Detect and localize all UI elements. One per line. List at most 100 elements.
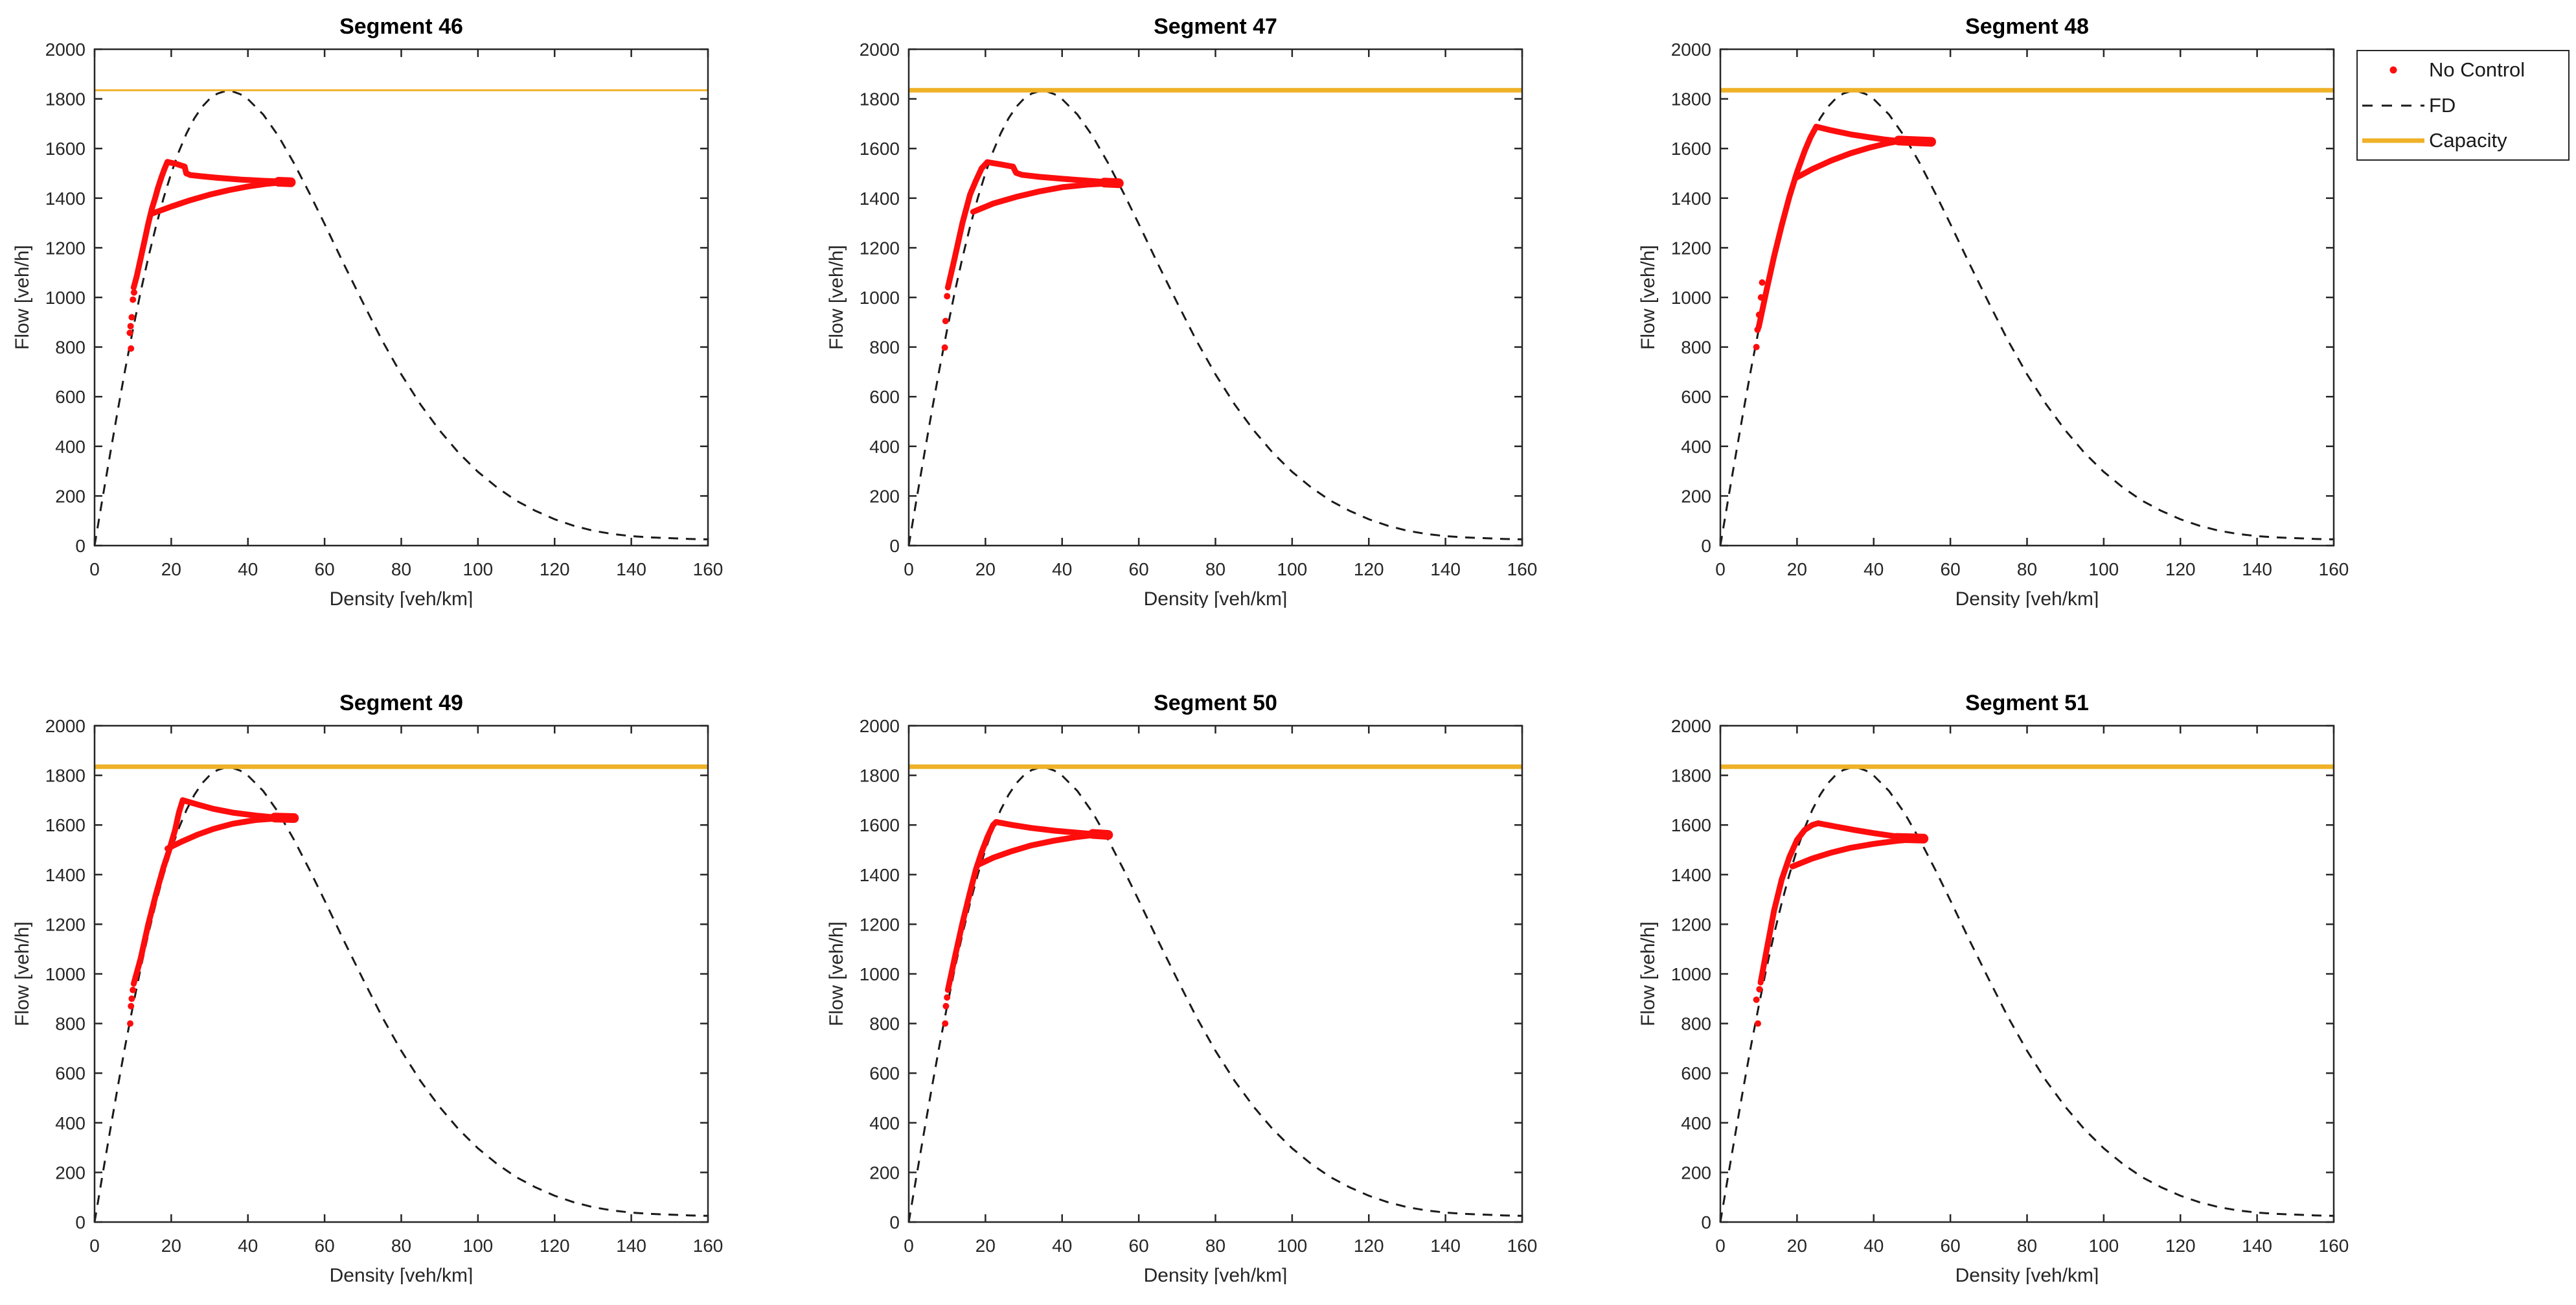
y-tick-label: 1600 bbox=[45, 815, 85, 835]
y-tick-label: 600 bbox=[55, 387, 85, 407]
x-axis-label: Density [veh/km] bbox=[330, 1265, 473, 1284]
y-tick-label: 200 bbox=[869, 486, 900, 506]
x-axis-label: Density [veh/km] bbox=[1955, 588, 2099, 608]
x-tick-label: 140 bbox=[616, 1236, 646, 1256]
x-tick-label: 100 bbox=[2089, 559, 2119, 579]
y-tick-label: 1200 bbox=[45, 238, 85, 258]
no-control-point bbox=[942, 1002, 950, 1010]
x-tick-label: 160 bbox=[2319, 559, 2349, 579]
y-tick-label: 0 bbox=[889, 536, 900, 556]
y-tick-label: 1200 bbox=[860, 914, 900, 934]
y-tick-label: 1400 bbox=[1671, 865, 1711, 885]
y-tick-label: 800 bbox=[869, 1014, 900, 1034]
x-tick-label: 60 bbox=[1129, 559, 1149, 579]
no-control-point bbox=[130, 986, 137, 993]
no-control-point bbox=[1757, 294, 1764, 301]
no-control-point bbox=[128, 345, 135, 352]
no-control-point bbox=[126, 329, 133, 336]
y-tick-label: 800 bbox=[1681, 338, 1711, 358]
y-tick-label: 1800 bbox=[45, 766, 85, 786]
y-tick-label: 1000 bbox=[860, 964, 900, 984]
no-control-lower-branch bbox=[1789, 836, 1923, 870]
x-axis-label: Density [veh/km] bbox=[1144, 1265, 1288, 1284]
y-tick-label: 400 bbox=[869, 1113, 900, 1133]
segment-plot-segment-50: 0 20 40 60 80 100 120 140 1600200400600800100012… bbox=[826, 691, 1537, 1284]
y-tick-label: 200 bbox=[1681, 486, 1711, 506]
legend-label: FD bbox=[2429, 93, 2456, 117]
legend-label: Capacity bbox=[2429, 129, 2507, 152]
x-tick-label: 40 bbox=[238, 1236, 258, 1256]
no-control-upper-branch bbox=[1813, 124, 1902, 144]
x-tick-label: 100 bbox=[1277, 559, 1308, 579]
y-tick-label: 2000 bbox=[1671, 716, 1711, 736]
legend-entry-fd: FD bbox=[2358, 89, 2568, 122]
no-control-point bbox=[128, 995, 135, 1002]
x-tick-label: 60 bbox=[315, 1236, 335, 1256]
y-tick-label: 1400 bbox=[860, 189, 900, 209]
x-tick-label: 40 bbox=[1052, 559, 1072, 579]
fd-curve bbox=[93, 767, 709, 1223]
x-axis-label: Density [veh/km] bbox=[1144, 588, 1288, 608]
x-tick-label: 80 bbox=[391, 1236, 411, 1256]
no-control-point bbox=[1754, 326, 1761, 333]
no-control-point bbox=[944, 994, 951, 1001]
x-tick-label: 0 bbox=[904, 559, 914, 579]
axes-box bbox=[907, 48, 1523, 547]
y-tick-label: 1000 bbox=[1671, 288, 1711, 308]
x-tick-label: 80 bbox=[1205, 559, 1225, 579]
x-tick-label: 120 bbox=[540, 1236, 570, 1256]
plot-title: Segment 48 bbox=[1965, 14, 2089, 39]
y-tick-label: 400 bbox=[55, 437, 85, 457]
y-tick-label: 800 bbox=[1681, 1014, 1711, 1034]
x-tick-label: 0 bbox=[89, 559, 100, 579]
x-tick-label: 100 bbox=[1277, 1236, 1308, 1256]
y-tick-label: 600 bbox=[1681, 387, 1711, 407]
x-tick-label: 120 bbox=[2165, 1236, 2196, 1256]
y-axis-label: Flow [veh/h] bbox=[12, 921, 33, 1026]
fd-curve bbox=[907, 90, 1523, 546]
y-axis-label: Flow [veh/h] bbox=[826, 921, 847, 1026]
x-tick-label: 80 bbox=[2017, 559, 2037, 579]
x-tick-label: 40 bbox=[1864, 1236, 1884, 1256]
x-tick-label: 120 bbox=[540, 559, 570, 579]
y-tick-label: 1800 bbox=[860, 89, 900, 110]
y-tick-label: 0 bbox=[1701, 1212, 1711, 1232]
axes-box bbox=[907, 724, 1523, 1223]
no-control-point bbox=[1759, 279, 1766, 286]
x-tick-label: 140 bbox=[2242, 1236, 2272, 1256]
y-tick-label: 1200 bbox=[1671, 914, 1711, 934]
no-control-upper-branch bbox=[984, 159, 1119, 186]
y-tick-label: 600 bbox=[869, 387, 900, 407]
x-tick-label: 160 bbox=[2319, 1236, 2349, 1256]
dot-icon bbox=[2358, 64, 2429, 76]
no-control-point bbox=[942, 1020, 949, 1027]
legend: No Control FD Capacity bbox=[2356, 50, 2570, 161]
y-tick-label: 1400 bbox=[1671, 189, 1711, 209]
y-tick-label: 1000 bbox=[860, 288, 900, 308]
x-tick-label: 40 bbox=[1864, 559, 1884, 579]
segment-plot-segment-47: 0 20 40 60 80 100 120 140 1600200400600800100012… bbox=[826, 14, 1537, 608]
x-tick-label: 120 bbox=[1354, 559, 1384, 579]
y-tick-label: 2000 bbox=[860, 40, 900, 60]
no-control-lower-branch bbox=[165, 815, 285, 852]
y-tick-label: 2000 bbox=[860, 716, 900, 736]
legend-label: No Control bbox=[2429, 58, 2525, 81]
no-control-point bbox=[1755, 311, 1762, 318]
y-tick-label: 1800 bbox=[1671, 89, 1711, 110]
plot-title: Segment 51 bbox=[1965, 691, 2089, 715]
x-tick-label: 0 bbox=[89, 1236, 100, 1256]
y-tick-label: 2000 bbox=[45, 716, 85, 736]
x-tick-label: 60 bbox=[1941, 1236, 1961, 1256]
no-control-upper-branch bbox=[179, 797, 285, 821]
x-axis-label: Density [veh/km] bbox=[1955, 1265, 2099, 1284]
x-tick-label: 20 bbox=[1787, 1236, 1807, 1256]
y-tick-label: 1000 bbox=[1671, 964, 1711, 984]
y-tick-label: 1400 bbox=[860, 865, 900, 885]
y-tick-label: 0 bbox=[75, 1212, 85, 1232]
fd-curve bbox=[93, 90, 709, 546]
no-control-point bbox=[128, 314, 135, 321]
y-tick-label: 1400 bbox=[45, 189, 85, 209]
plot-title: Segment 47 bbox=[1154, 14, 1277, 39]
no-control-lower-branch bbox=[1792, 138, 1902, 181]
x-tick-label: 20 bbox=[161, 1236, 181, 1256]
